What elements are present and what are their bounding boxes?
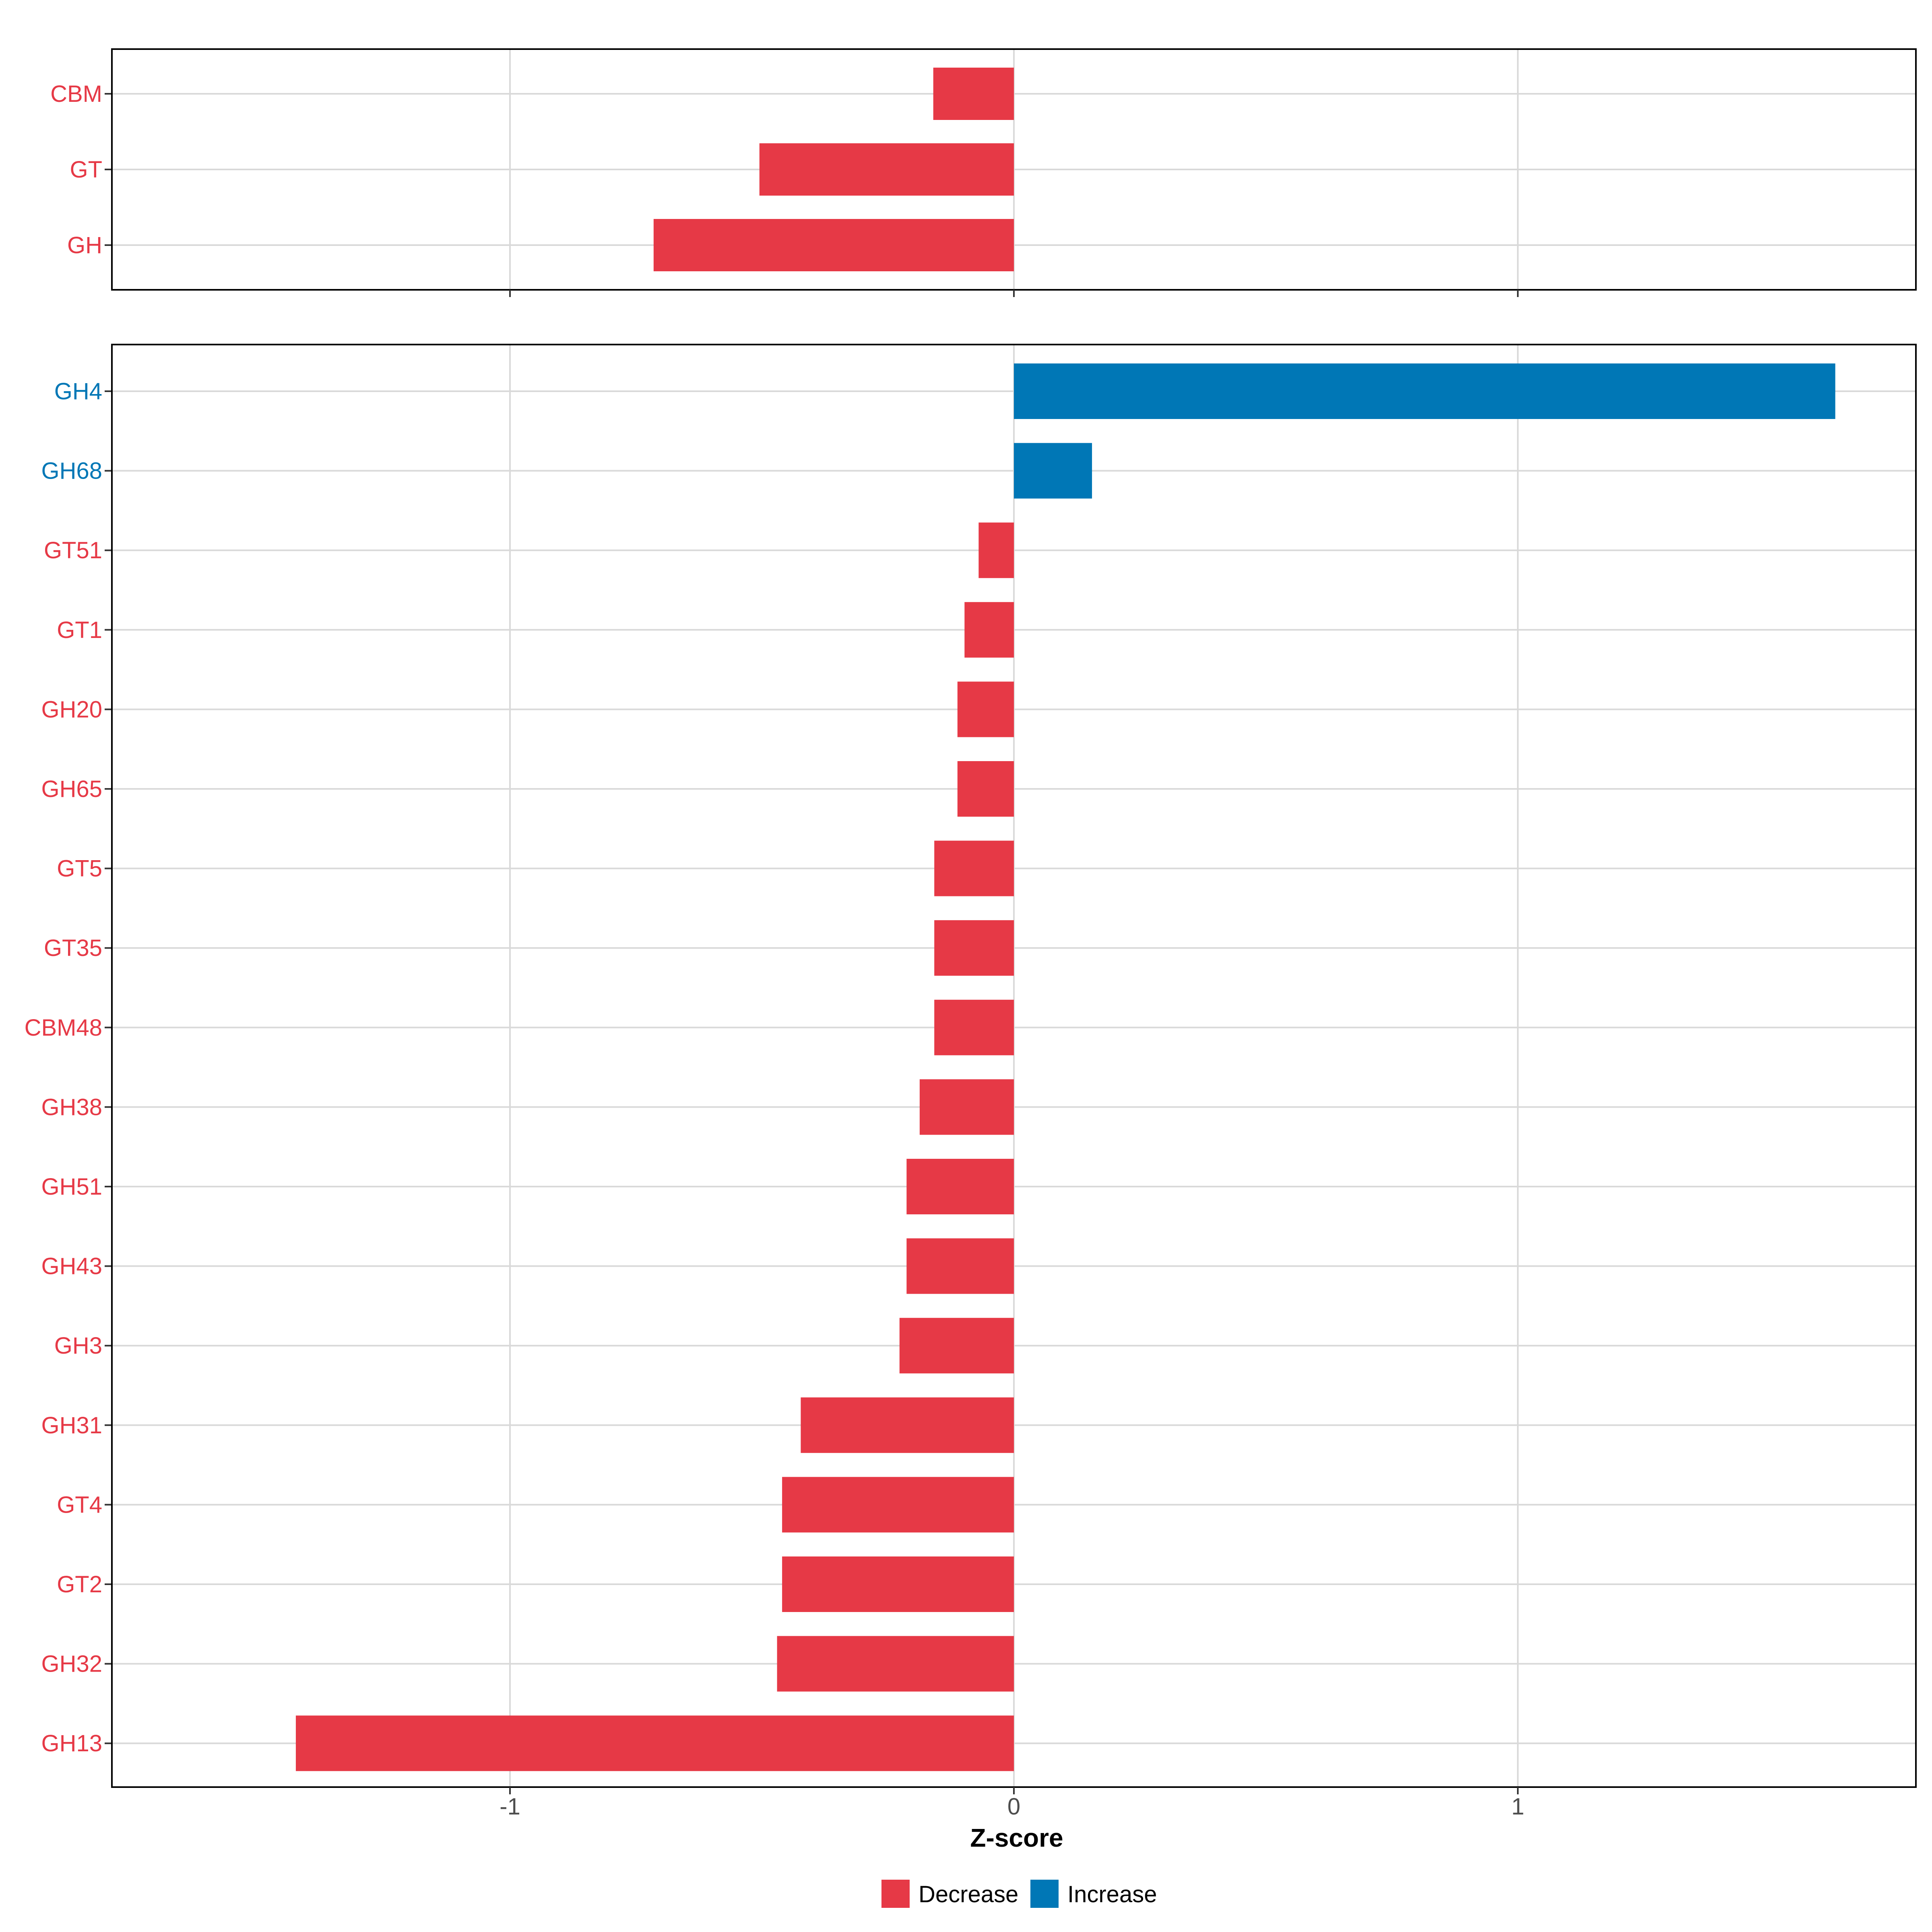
bar-gh4 bbox=[1014, 363, 1835, 419]
y-tick-label-gt1: GT1 bbox=[57, 617, 102, 643]
x-tick-label: 1 bbox=[1511, 1794, 1524, 1820]
bar-gh13 bbox=[295, 1715, 1014, 1771]
y-tick-label-gh: GH bbox=[67, 232, 102, 258]
y-tick-label-gh31: GH31 bbox=[41, 1412, 102, 1439]
x-tick-label: -1 bbox=[500, 1794, 520, 1820]
y-tick-label-gt5: GT5 bbox=[57, 856, 102, 882]
x-tick-label: 0 bbox=[1007, 1794, 1020, 1820]
y-tick-label-gt51: GT51 bbox=[44, 537, 102, 564]
y-tick-label-gh43: GH43 bbox=[41, 1253, 102, 1280]
bar-gh65 bbox=[957, 761, 1014, 817]
bar-gh20 bbox=[957, 681, 1014, 737]
x-axis-title: Z-score bbox=[970, 1823, 1063, 1852]
top-panel: CBM GT GH bbox=[50, 48, 1917, 297]
y-tick-label-cbm: CBM bbox=[50, 81, 102, 107]
bar-cbm48 bbox=[934, 999, 1014, 1055]
bar-gh32 bbox=[777, 1636, 1014, 1692]
bar-gt1 bbox=[964, 602, 1014, 658]
bar-gt51 bbox=[978, 522, 1014, 578]
y-tick-label-gt35: GT35 bbox=[44, 935, 102, 961]
bar-gh43 bbox=[906, 1238, 1014, 1294]
legend-swatch-increase bbox=[1030, 1880, 1059, 1908]
bar-gt4 bbox=[782, 1477, 1014, 1533]
y-tick-label-gt2: GT2 bbox=[57, 1571, 102, 1598]
y-tick-label-gt: GT bbox=[70, 157, 102, 183]
y-tick-label-cbm48: CBM48 bbox=[25, 1015, 102, 1041]
bar-cbm bbox=[933, 68, 1014, 120]
y-tick-label-gt4: GT4 bbox=[57, 1492, 102, 1518]
bar-gh38 bbox=[919, 1079, 1014, 1135]
bottom-panel: GH4 GH68 GT51 GT1 GH20 GH65 GT5 GT35 CBM48 GH38 GH… bbox=[25, 344, 1917, 1794]
bar-gt35 bbox=[934, 920, 1014, 976]
legend-label-decrease: Decrease bbox=[919, 1881, 1018, 1907]
y-tick-label-gh13: GH13 bbox=[41, 1730, 102, 1757]
x-axis: -1 0 1 bbox=[500, 1794, 1524, 1820]
y-tick-label-gh38: GH38 bbox=[41, 1094, 102, 1120]
y-tick-label-gh20: GH20 bbox=[41, 696, 102, 722]
y-tick-label-gh65: GH65 bbox=[41, 776, 102, 802]
bar-gt2 bbox=[782, 1556, 1014, 1612]
bar-gh3 bbox=[899, 1318, 1014, 1374]
bar-gh31 bbox=[801, 1397, 1014, 1453]
y-tick-label-gh4: GH4 bbox=[54, 378, 102, 405]
y-tick-label-gh3: GH3 bbox=[54, 1333, 102, 1359]
bar-gt bbox=[759, 143, 1014, 196]
y-tick-label-gh68: GH68 bbox=[41, 458, 102, 484]
bar-gt5 bbox=[934, 840, 1014, 896]
legend-label-increase: Increase bbox=[1067, 1881, 1157, 1907]
y-tick-label-gh32: GH32 bbox=[41, 1651, 102, 1677]
bar-gh68 bbox=[1014, 443, 1092, 499]
legend-swatch-decrease bbox=[881, 1880, 910, 1908]
legend: Decrease Increase bbox=[881, 1880, 1157, 1908]
bar-gh51 bbox=[906, 1159, 1014, 1214]
bar-gh bbox=[653, 219, 1014, 271]
y-tick-label-gh51: GH51 bbox=[41, 1174, 102, 1200]
